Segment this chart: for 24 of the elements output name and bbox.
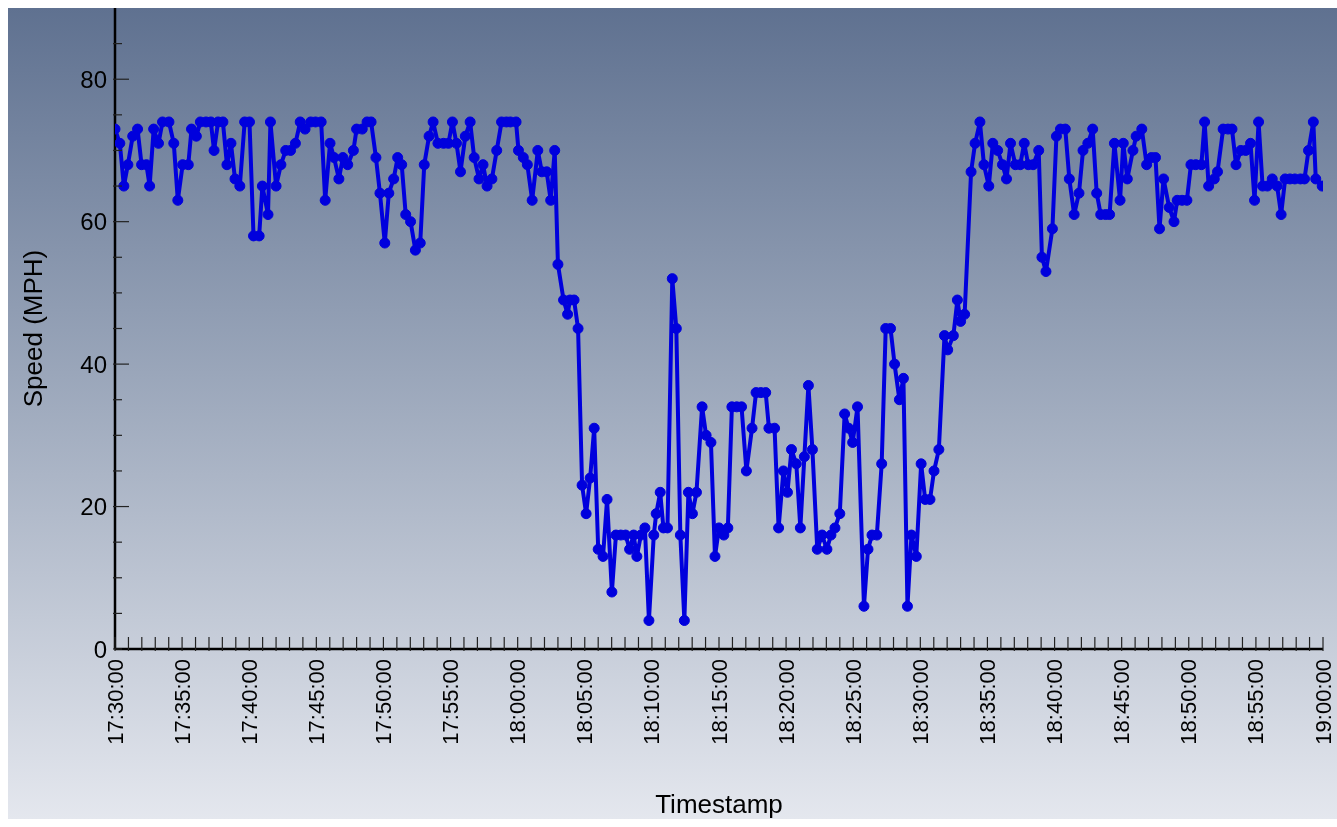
- x-tick-label: 18:25:00: [840, 659, 866, 745]
- x-tick-label: 18:45:00: [1109, 659, 1135, 745]
- x-tick-label: 18:00:00: [505, 659, 531, 745]
- y-tick-label: 80: [80, 65, 107, 93]
- x-tick-label: 17:55:00: [438, 659, 464, 745]
- x-tick-label: 17:50:00: [370, 659, 396, 745]
- x-tick-label: 18:55:00: [1243, 659, 1269, 745]
- y-tick-label: 20: [80, 493, 107, 521]
- x-tick-label: 18:10:00: [639, 659, 665, 745]
- x-tick-label: 19:00:00: [1310, 659, 1336, 745]
- x-tick-label: 18:30:00: [907, 659, 933, 745]
- x-tick-label: 18:50:00: [1176, 659, 1202, 745]
- x-tick-label: 18:40:00: [1042, 659, 1068, 745]
- y-axis-title: Speed (MPH): [18, 249, 48, 408]
- x-tick-label: 17:35:00: [169, 659, 195, 745]
- x-tick-label: 18:35:00: [974, 659, 1000, 745]
- x-tick-label: 18:05:00: [572, 659, 598, 745]
- x-tick-label: 17:40:00: [236, 659, 262, 745]
- x-tick-label: 17:45:00: [303, 659, 329, 745]
- y-tick-label: 40: [80, 350, 107, 378]
- y-tick-label: 60: [80, 208, 107, 236]
- x-tick-label: 18:20:00: [773, 659, 799, 745]
- x-tick-label: 18:15:00: [706, 659, 732, 745]
- x-axis-title: Timestamp: [655, 789, 783, 819]
